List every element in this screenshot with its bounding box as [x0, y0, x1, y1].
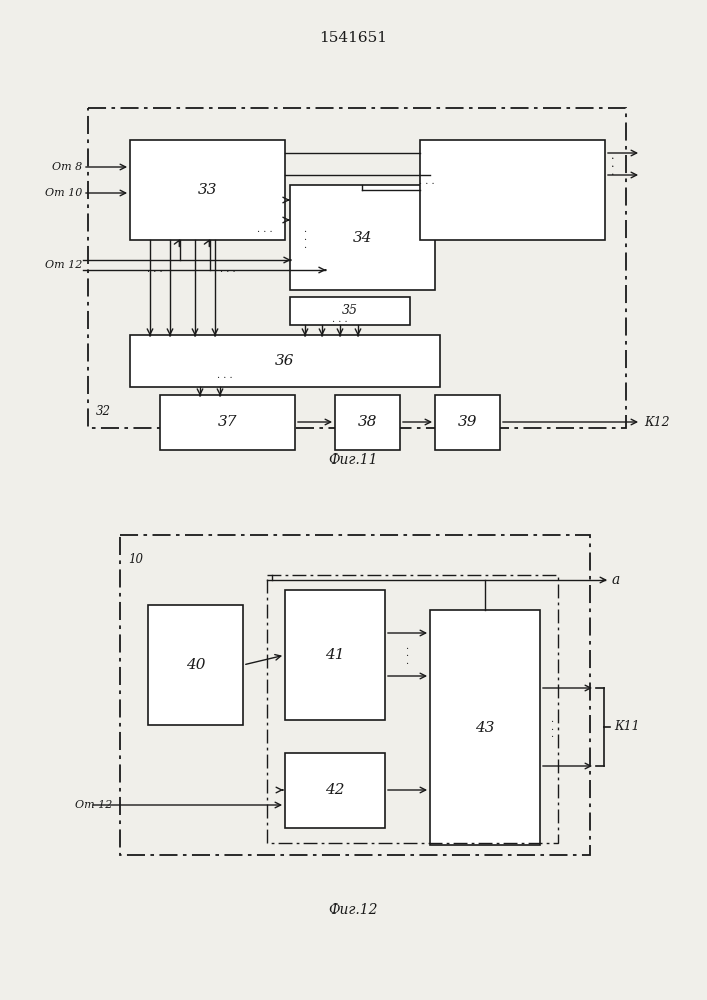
Text: .
.
.: . . . — [303, 225, 307, 250]
Text: К11: К11 — [614, 720, 640, 734]
Bar — [285, 753, 385, 828]
Bar — [290, 297, 410, 325]
Text: . . .: . . . — [419, 178, 435, 186]
Text: 32: 32 — [96, 405, 111, 418]
Bar — [148, 605, 243, 725]
Text: . . .: . . . — [220, 265, 236, 274]
Bar — [88, 108, 626, 428]
Text: От 12: От 12 — [45, 260, 82, 270]
Text: К12: К12 — [644, 416, 670, 428]
Text: 40: 40 — [186, 658, 205, 672]
Text: 34: 34 — [353, 231, 373, 244]
Bar — [267, 575, 558, 843]
Bar — [430, 610, 540, 845]
Text: . . .: . . . — [257, 226, 273, 234]
Text: 37: 37 — [218, 416, 238, 430]
Bar — [435, 395, 500, 450]
Bar — [120, 535, 590, 855]
Text: 10: 10 — [128, 553, 143, 566]
Text: 1541651: 1541651 — [319, 31, 387, 45]
Text: 36: 36 — [275, 354, 295, 368]
Text: 33: 33 — [198, 183, 217, 197]
Text: .
.
.: . . . — [551, 715, 554, 739]
Bar — [420, 140, 605, 240]
Text: 39: 39 — [457, 416, 477, 430]
Bar — [130, 335, 440, 387]
Text: 38: 38 — [358, 416, 378, 430]
Text: От 8: От 8 — [52, 162, 82, 172]
Bar — [285, 590, 385, 720]
Text: От 12: От 12 — [75, 800, 112, 810]
Text: . . .: . . . — [217, 370, 233, 379]
Text: . . .: . . . — [332, 316, 348, 324]
Bar — [290, 185, 435, 290]
Bar — [335, 395, 400, 450]
Text: 42: 42 — [325, 784, 345, 798]
Text: Фиг.12: Фиг.12 — [328, 903, 378, 917]
Text: .
.
.: . . . — [405, 642, 409, 666]
Text: Фиг.11: Фиг.11 — [328, 453, 378, 467]
Text: .
.
.: . . . — [612, 151, 615, 177]
Text: . . .: . . . — [147, 265, 163, 274]
Text: а: а — [612, 573, 620, 587]
Text: 41: 41 — [325, 648, 345, 662]
Text: От 10: От 10 — [45, 188, 82, 198]
Bar — [160, 395, 295, 450]
Text: 43: 43 — [475, 720, 495, 734]
Bar — [130, 140, 285, 240]
Text: 35: 35 — [342, 304, 358, 318]
